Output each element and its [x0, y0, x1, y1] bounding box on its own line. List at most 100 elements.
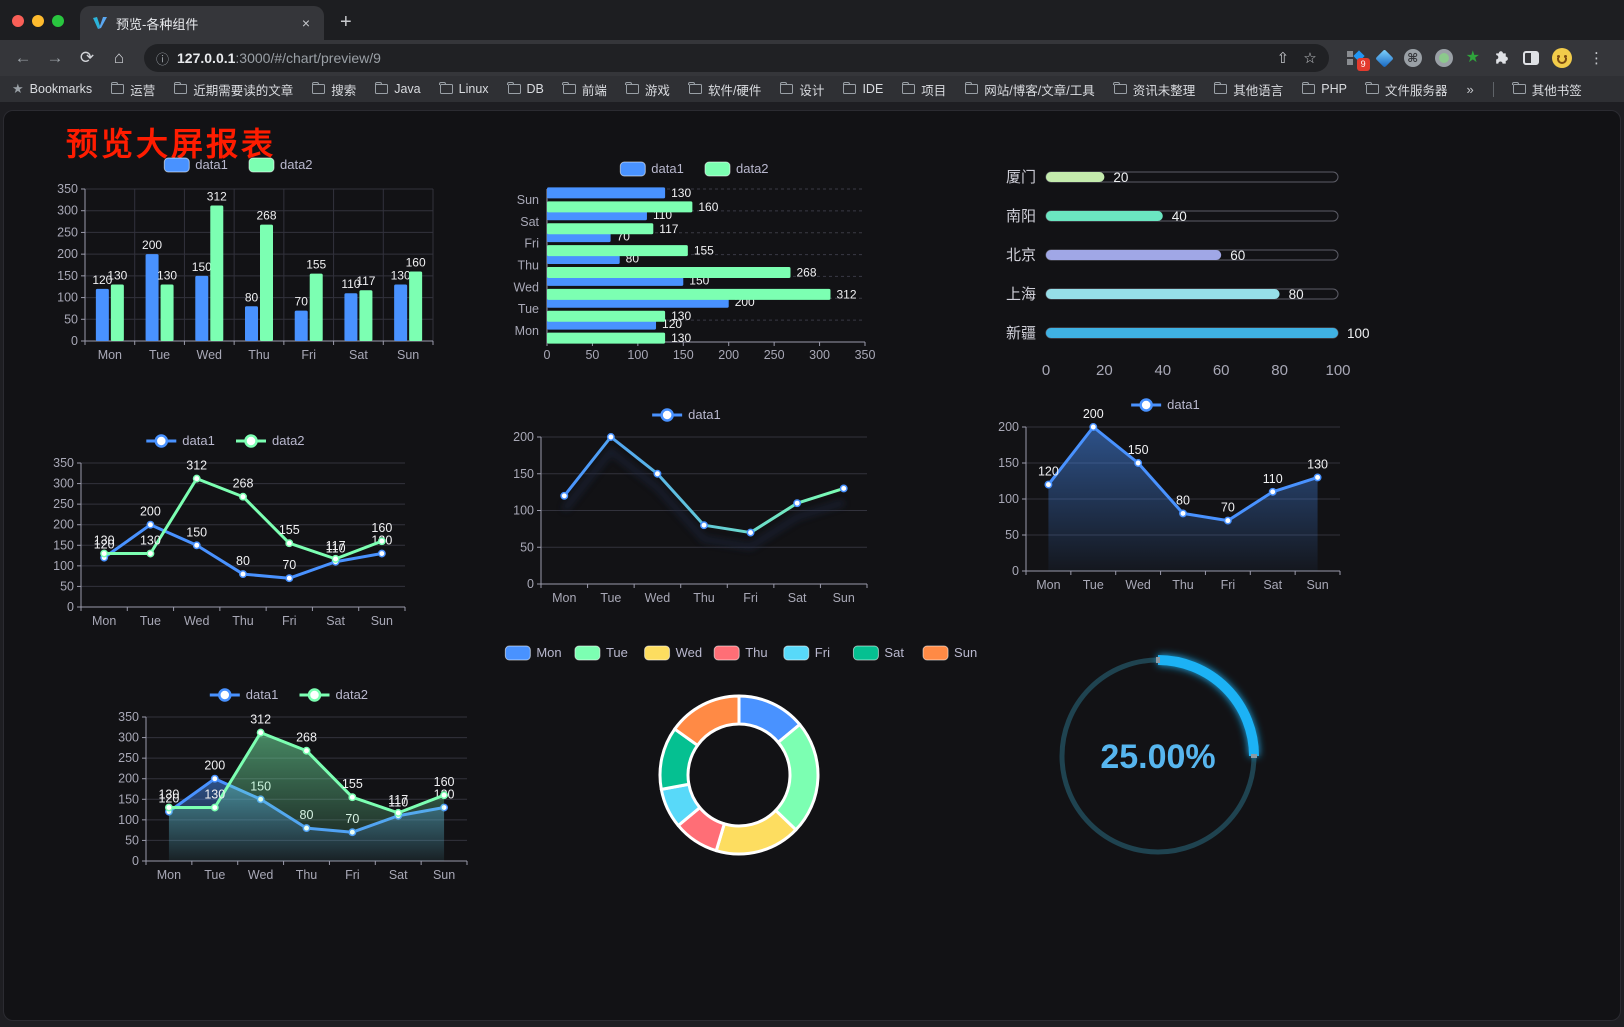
bookmark-folder[interactable]: Java [374, 81, 421, 96]
bookmark-folder[interactable]: 文件服务器 [1365, 80, 1447, 99]
svg-text:350: 350 [118, 710, 139, 724]
svg-text:Thu: Thu [1172, 578, 1194, 592]
bookmark-folder[interactable]: DB [507, 81, 544, 96]
svg-text:312: 312 [836, 287, 856, 301]
bookmark-folder[interactable]: 近期需要读的文章 [173, 80, 293, 99]
close-window-button[interactable] [12, 15, 24, 27]
svg-text:Fri: Fri [282, 614, 297, 628]
green-star-extension-icon[interactable]: ★ [1465, 49, 1480, 66]
horizontal-bar-chart[interactable]: data1 data2 0 50 100 150 200 250 300 350 Mon 120 130… [499, 153, 895, 368]
svg-text:data2: data2 [336, 687, 369, 702]
browser-menu-icon[interactable]: ⋮ [1589, 50, 1604, 67]
svg-text:130: 130 [140, 534, 161, 548]
svg-text:110: 110 [388, 796, 408, 810]
svg-text:312: 312 [250, 713, 271, 727]
bookmark-folder[interactable]: Linux [439, 81, 489, 96]
reload-icon[interactable]: ⟳ [79, 48, 95, 67]
svg-text:155: 155 [694, 244, 714, 258]
svg-text:200: 200 [204, 759, 225, 773]
folder-icon [1113, 81, 1127, 94]
bookmark-folder[interactable]: 资讯未整理 [1113, 80, 1195, 99]
back-icon[interactable]: ← [14, 48, 32, 67]
forward-icon[interactable]: → [46, 48, 64, 67]
bookmark-folder[interactable]: 软件/硬件 [688, 80, 761, 99]
smooth-gradient-line-chart[interactable]: data1 0 50 100 150 200 Mon Tue Wed Thu Fri Sat Sun [499, 399, 879, 614]
svg-text:Tue: Tue [204, 868, 225, 882]
extension-badge: 9 [1356, 58, 1370, 71]
svg-text:0: 0 [527, 577, 534, 591]
line-chart-two-series[interactable]: data1 data2 0 50 100 150 200 250 300 350 Mon Tue Wed… [39, 425, 417, 637]
svg-text:Sat: Sat [788, 591, 807, 605]
svg-text:268: 268 [233, 477, 254, 491]
svg-text:200: 200 [142, 238, 162, 252]
bookmark-folder[interactable]: 搜索 [311, 80, 356, 99]
svg-text:120: 120 [662, 317, 682, 331]
svg-text:200: 200 [53, 518, 74, 532]
folder-icon [964, 81, 979, 94]
svg-text:Tue: Tue [1083, 578, 1104, 592]
gem-extension-icon[interactable] [1374, 48, 1394, 68]
svg-text:Sun: Sun [397, 348, 419, 362]
new-tab-button[interactable]: + [340, 11, 352, 33]
tab-close-icon[interactable]: × [301, 15, 310, 31]
bookmark-folder[interactable]: 其他语言 [1213, 80, 1283, 99]
svg-text:Wed: Wed [676, 645, 703, 660]
home-icon[interactable]: ⌂ [113, 48, 125, 67]
bookmark-folder[interactable]: 前端 [562, 80, 607, 99]
puzzle-extensions-icon[interactable] [1493, 47, 1510, 69]
bookmarks-manager[interactable]: ★ Bookmarks [12, 81, 93, 96]
tab-title: 预览-各种组件 [116, 16, 199, 32]
folder-icon [173, 81, 188, 94]
bookmark-folder[interactable]: IDE [842, 81, 883, 96]
bookmark-folder[interactable]: 网站/博客/文章/工具 [964, 80, 1095, 99]
svg-text:50: 50 [64, 312, 78, 326]
svg-text:312: 312 [207, 190, 227, 204]
progress-bar-chart[interactable]: 厦门 20 南阳 40 北京 60 上海 80 新疆 100 0 20 40 60 80 100 [994, 159, 1370, 387]
svg-text:200: 200 [718, 348, 739, 362]
bookmark-star-icon[interactable]: ☆ [1303, 50, 1317, 67]
svg-text:117: 117 [326, 539, 346, 553]
vertical-bar-chart[interactable]: data1 data2 0 50 100 150 200 250 300 350 Mon Tue Wed… [41, 149, 441, 369]
bookmark-folder[interactable]: 运营 [110, 80, 155, 99]
svg-text:data2: data2 [736, 161, 769, 176]
bookmarks-overflow-chevron[interactable]: » [1466, 81, 1474, 97]
svg-text:155: 155 [306, 258, 326, 272]
two-series-area-chart[interactable]: data1 data2 0 50 100 150 200 250 300 350 Mon Tue Wed… [104, 679, 479, 891]
svg-text:150: 150 [53, 538, 74, 552]
svg-text:312: 312 [186, 459, 207, 473]
svg-text:350: 350 [855, 348, 876, 362]
bookmark-folder[interactable]: 设计 [779, 80, 824, 99]
bookmark-folder[interactable]: 游戏 [625, 80, 670, 99]
donut-chart[interactable]: Mon Tue Wed Thu Fri Sat Sun [504, 639, 977, 891]
area-line-chart[interactable]: data1 0 50 100 150 200 Mon Tue Wed Thu Fri Sat Sun 12… [984, 389, 1352, 601]
extensions-row: 9 ⌘ ★ ⋮ [1341, 47, 1614, 71]
svg-text:160: 160 [434, 775, 455, 789]
svg-text:160: 160 [698, 200, 718, 214]
svg-text:0: 0 [71, 334, 78, 348]
recorder-extension-icon[interactable] [1434, 49, 1453, 67]
address-bar[interactable]: ⓘ 127.0.0.1:3000/#/chart/preview/9 ⇧ ☆ [144, 44, 1329, 72]
browser-tab[interactable]: 预览-各种组件 × [80, 6, 324, 40]
minimize-window-button[interactable] [32, 15, 44, 27]
svg-text:100: 100 [57, 291, 78, 305]
sidebar-toggle-icon[interactable] [1523, 51, 1539, 65]
svg-text:Sun: Sun [517, 193, 539, 207]
profile-avatar[interactable] [1552, 48, 1572, 68]
maximize-window-button[interactable] [52, 15, 64, 27]
other-bookmarks-folder[interactable]: 其他书签 [1512, 80, 1582, 99]
bookmark-folder[interactable]: PHP [1301, 81, 1347, 96]
svg-text:data1: data1 [651, 161, 684, 176]
bookmarks-bar: ★ Bookmarks 运营 近期需要读的文章 搜索 Java Linux DB … [0, 76, 1624, 102]
shortcut-extension-icon[interactable]: ⌘ [1403, 49, 1422, 67]
bookmark-folder[interactable]: 项目 [901, 80, 946, 99]
svg-text:268: 268 [296, 731, 317, 745]
share-icon[interactable]: ⇧ [1276, 50, 1290, 67]
tab-manager-extension-icon[interactable]: 9 [1346, 49, 1370, 71]
gauge-chart[interactable]: 25.00% [1041, 639, 1276, 879]
svg-text:Mon: Mon [536, 645, 561, 660]
svg-text:100: 100 [513, 504, 534, 518]
site-info-icon[interactable]: ⓘ [156, 51, 170, 67]
svg-text:0: 0 [132, 854, 139, 868]
svg-text:110: 110 [341, 277, 360, 291]
svg-text:155: 155 [342, 777, 363, 791]
